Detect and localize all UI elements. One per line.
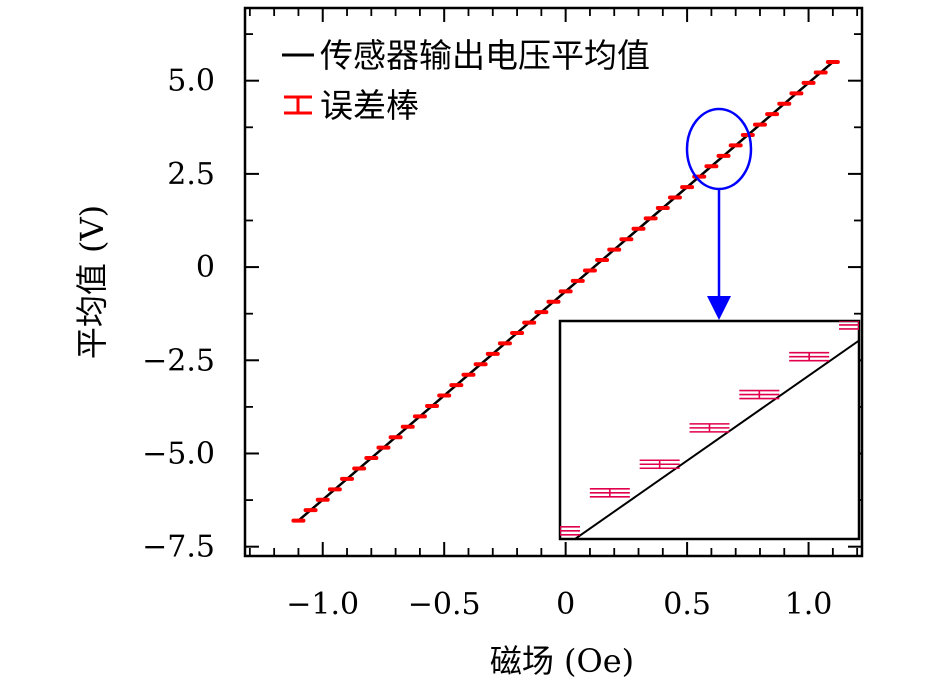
- y-tick-label: −5.0: [142, 436, 215, 471]
- x-tick-label: −1.0: [286, 587, 359, 622]
- highlight-callout: [685, 107, 753, 320]
- legend: 传感器输出电压平均值 误差棒: [282, 36, 650, 125]
- legend-entry-errorbar: 误差棒: [320, 86, 419, 125]
- inset: [558, 319, 861, 541]
- y-tick-label: −7.5: [142, 530, 215, 565]
- inset-error-bar: [560, 525, 580, 536]
- x-tick-label: 0: [556, 587, 575, 622]
- inset-series-line: [573, 339, 859, 539]
- inset-error-bar: [639, 459, 680, 470]
- x-tick-label: −0.5: [408, 587, 481, 622]
- axis-ticks: [245, 8, 862, 556]
- x-tick-label: 0.5: [663, 587, 711, 622]
- legend-entry-line: 传感器输出电压平均值: [320, 36, 650, 75]
- x-axis-label: 磁场 (Oe): [490, 642, 634, 680]
- y-tick-labels: 5.0 2.5 0 −2.5 −5.0 −7.5: [142, 64, 215, 565]
- inset-layer: [560, 321, 859, 539]
- y-tick-label: −2.5: [142, 343, 215, 378]
- y-tick-label: 0: [196, 250, 215, 285]
- legend-errorbar-swatch: [284, 95, 312, 115]
- inset-error-bar: [689, 423, 730, 433]
- highlight-arrowhead: [707, 296, 731, 320]
- x-tick-labels: −1.0 −0.5 0 0.5 1.0: [286, 587, 832, 622]
- y-axis-label: 平均值 (V): [73, 205, 111, 359]
- y-tick-label: 5.0: [167, 64, 215, 99]
- x-tick-label: 1.0: [785, 587, 833, 622]
- inset-error-bar: [789, 351, 830, 362]
- inset-error-bar: [839, 321, 859, 330]
- series-layer: [291, 60, 840, 523]
- inset-error-bar: [739, 389, 780, 400]
- y-tick-label: 2.5: [167, 157, 215, 192]
- inset-error-bar: [589, 488, 630, 498]
